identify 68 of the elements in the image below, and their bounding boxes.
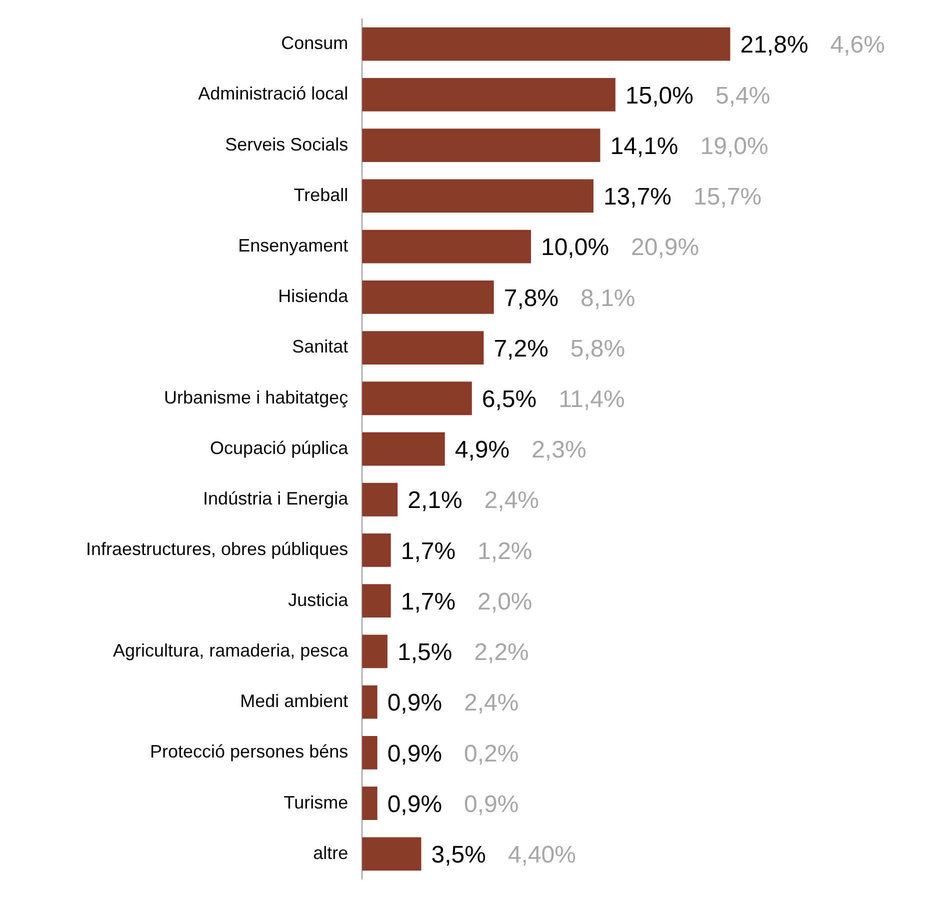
bar [362, 230, 531, 264]
data-label: 0,9% [387, 690, 442, 717]
data-label: 0,9% [387, 790, 442, 818]
bar [362, 837, 422, 871]
y-tick-label: Administració local [198, 84, 348, 104]
y-tick-label: Hisienda [278, 286, 350, 306]
bar [362, 280, 494, 314]
y-tick-label: Ocupació púplica [210, 438, 350, 458]
annotation: 0,9% [464, 790, 519, 818]
data-label: 14,1% [610, 132, 678, 160]
y-tick-label: Ensenyament [238, 236, 348, 256]
annotation: 4,40% [508, 842, 576, 869]
y-tick-label: Turisme [284, 792, 348, 812]
data-label: 1,7% [400, 538, 456, 565]
y-tick-label: Indústria i Energia [203, 488, 350, 509]
bar [362, 432, 445, 466]
data-label: 1,7% [400, 588, 456, 616]
annotation: 2,3% [532, 436, 586, 464]
bar [362, 78, 616, 112]
data-label: 0,9% [387, 740, 442, 768]
bar [362, 27, 730, 61]
y-tick-label: altre [313, 842, 348, 863]
annotation: 0,2% [464, 740, 519, 768]
data-label: 1,5% [397, 639, 452, 666]
annotation: 2,2% [474, 639, 529, 666]
annotation: 2,4% [484, 487, 540, 514]
data-label: 13,7% [603, 184, 672, 211]
text: 4,6% [830, 32, 885, 59]
bar [362, 128, 600, 162]
annotation: 8,1% [580, 284, 636, 312]
y-tick-label: Sanitat [292, 336, 348, 357]
y-tick-label: Agricultura, ramaderia, pesca [113, 640, 350, 660]
bar [362, 331, 484, 364]
annotation: 11,4% [558, 386, 625, 414]
annotation: 2,0% [478, 588, 532, 616]
data-label: 7,2% [494, 335, 548, 362]
y-tick-label: Consum [281, 33, 348, 54]
annotation: 5,4% [715, 82, 770, 110]
bar [362, 584, 391, 618]
annotation: 19,0% [700, 132, 768, 160]
bar [362, 634, 388, 668]
data-label: 3,5% [431, 842, 486, 869]
bar [362, 534, 391, 567]
data-label: 2,1% [408, 487, 462, 514]
annotation: 2,4% [464, 690, 519, 717]
bar [362, 736, 378, 770]
bar [362, 179, 594, 213]
y-tick-label: Treball [294, 184, 348, 205]
data-label: 4,9% [454, 436, 510, 464]
y-tick-label: Protecció persones béns [150, 742, 348, 762]
annotation: 5,8% [570, 335, 626, 362]
bar [362, 786, 378, 820]
y-tick-label: Infraestructures, obres públiques [86, 539, 348, 560]
bar [362, 685, 378, 719]
data-label: 6,5% [482, 386, 537, 414]
data-label: 15,0% [625, 82, 694, 110]
data-label: 21,8% [740, 32, 808, 59]
y-tick-label: Serveis Socials [225, 134, 348, 154]
bar [362, 482, 398, 516]
annotation: 15,7% [694, 184, 762, 211]
y-tick-label: Urbanisme i habitatgeç [164, 387, 348, 408]
y-tick-label: Justicia [288, 590, 350, 610]
data-label: 10,0% [540, 234, 610, 262]
bar [362, 382, 472, 416]
data-label: 7,8% [504, 284, 559, 312]
y-tick-label: Medi ambient [240, 691, 348, 712]
annotation: 20,9% [631, 234, 700, 262]
annotation: 1,2% [478, 538, 532, 565]
